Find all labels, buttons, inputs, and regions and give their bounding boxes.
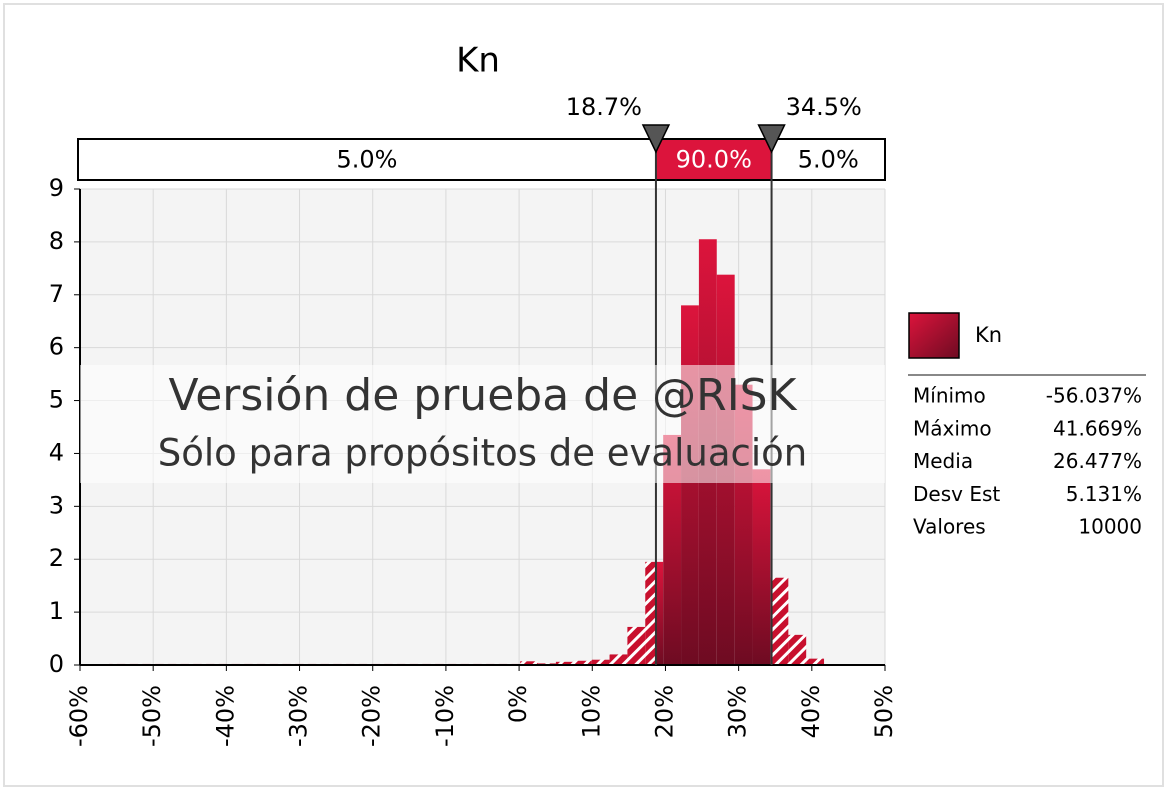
y-tick-label: 3: [49, 491, 64, 519]
y-tick-label: 8: [49, 227, 64, 255]
x-tick-label: -20%: [358, 685, 386, 747]
stat-label: Media: [913, 449, 973, 473]
stat-label: Mínimo: [913, 384, 986, 408]
stat-label: Valores: [913, 515, 986, 539]
band-middle: [655, 140, 772, 179]
y-tick-label: 5: [49, 386, 64, 414]
bar: [627, 626, 646, 665]
legend-label: Kn: [975, 323, 1002, 347]
y-tick-label: 2: [49, 544, 64, 572]
x-tick-label: 10%: [577, 685, 605, 738]
bar: [806, 658, 825, 665]
bar: [573, 660, 592, 665]
bar: [752, 469, 771, 665]
y-tick-label: 0: [49, 650, 64, 678]
stat-label: Desv Est: [913, 482, 1000, 506]
y-tick-label: 1: [49, 597, 64, 625]
band-label: 90.0%: [676, 146, 752, 174]
y-tick-label: 9: [49, 174, 64, 202]
x-tick-label: 40%: [797, 685, 825, 738]
x-tick-label: -60%: [65, 685, 93, 747]
legend-swatch: [908, 312, 960, 359]
x-tick-label: 30%: [724, 685, 752, 738]
x-tick-label: -10%: [431, 685, 459, 747]
delimiter-label: 34.5%: [786, 93, 862, 121]
watermark: Sólo para propósitos de evaluación: [158, 432, 807, 475]
x-tick-label: 0%: [504, 685, 532, 723]
stat-value: 26.477%: [1053, 449, 1142, 473]
x-tick-label: 20%: [650, 685, 678, 738]
band-label: 5.0%: [798, 146, 859, 174]
bar: [771, 577, 789, 665]
x-tick-label: 50%: [870, 685, 898, 738]
bar: [663, 434, 682, 665]
bar: [788, 634, 807, 665]
x-tick-label: -30%: [285, 685, 313, 747]
y-tick-label: 6: [49, 333, 64, 361]
band-label: 5.0%: [336, 146, 397, 174]
stat-value: 41.669%: [1053, 416, 1142, 440]
bar: [591, 659, 610, 665]
bar: [609, 654, 628, 665]
y-tick-label: 4: [49, 438, 64, 466]
stat-value: 10000: [1078, 515, 1142, 539]
delimiter-label: 18.7%: [566, 93, 642, 121]
watermark: Versión de prueba de @RISK: [169, 370, 798, 421]
stat-value: 5.131%: [1066, 482, 1142, 506]
bar: [645, 561, 656, 665]
stat-value: -56.037%: [1046, 384, 1142, 408]
x-tick-label: -40%: [211, 685, 239, 747]
chart-title: Kn: [456, 41, 500, 81]
x-tick-label: -50%: [138, 685, 166, 747]
watermark-band: [80, 365, 885, 483]
bar: [681, 305, 699, 665]
stat-label: Máximo: [913, 416, 992, 440]
bar: [655, 561, 664, 665]
y-tick-label: 7: [49, 280, 64, 308]
bar: [555, 661, 574, 665]
bar: [520, 661, 539, 665]
delimiter-handle: [641, 124, 671, 154]
delimiter-handle: [757, 124, 786, 154]
